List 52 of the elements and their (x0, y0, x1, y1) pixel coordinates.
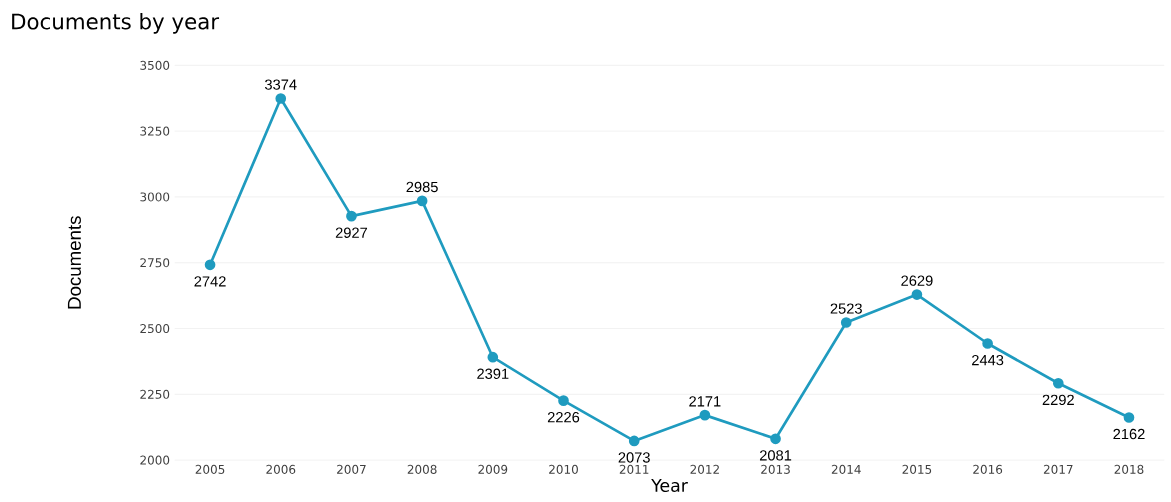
y-tick-label: 2000 (140, 455, 170, 465)
x-tick-label: 2012 (690, 464, 719, 474)
x-tick-label: 2007 (337, 464, 366, 474)
point (982, 338, 993, 349)
x-tick-label: 2014 (831, 464, 861, 474)
data-label: 2292 (1042, 394, 1074, 405)
point (346, 210, 357, 222)
point (204, 259, 216, 271)
x-tick-label: 2006 (266, 464, 296, 474)
point (840, 317, 852, 328)
chart-title: Documents by year (12, 12, 220, 34)
y-axis-title: Documents (67, 216, 81, 309)
x-tick-label: 2011 (619, 464, 649, 474)
y-tick-label: 2750 (140, 258, 170, 268)
x-tick-label: 2017 (1043, 464, 1073, 474)
data-label: 2391 (477, 368, 509, 379)
point (699, 409, 711, 421)
x-tick-label: 2010 (549, 464, 578, 474)
point (487, 351, 499, 363)
point (1123, 412, 1135, 423)
data-label: 2226 (547, 411, 580, 423)
data-label: 2742 (194, 276, 226, 287)
data-label: 3374 (265, 79, 297, 90)
point (416, 195, 428, 207)
data-label: 2523 (830, 303, 862, 314)
data-label: 2162 (1113, 428, 1145, 440)
data-label: 2073 (618, 452, 650, 463)
x-tick-label: 2013 (761, 464, 790, 474)
y-tick-label: 3000 (140, 192, 170, 202)
x-tick-label: 2009 (478, 464, 508, 474)
y-tick-label: 2500 (140, 323, 170, 333)
x-tick-label: 2016 (973, 464, 1003, 474)
point (558, 395, 569, 406)
point (1052, 377, 1064, 389)
data-label: 2629 (901, 275, 933, 286)
data-label: 2081 (759, 450, 792, 461)
x-tick-label: 2005 (195, 464, 225, 474)
x-axis-title: Year (651, 479, 688, 492)
y-tick-label: 3250 (140, 126, 170, 136)
x-tick-label: 2018 (1114, 464, 1144, 474)
data-label: 2171 (689, 396, 721, 407)
point (275, 93, 287, 104)
data-label: 2443 (972, 354, 1004, 366)
point (770, 433, 781, 445)
point (911, 289, 923, 300)
x-tick-label: 2015 (902, 464, 932, 474)
x-tick-label: 2008 (407, 464, 437, 474)
data-label: 2985 (406, 181, 438, 193)
y-tick-label: 3500 (140, 60, 170, 70)
point (628, 435, 640, 447)
data-label: 2927 (335, 227, 368, 238)
y-tick-label: 2250 (140, 389, 170, 399)
